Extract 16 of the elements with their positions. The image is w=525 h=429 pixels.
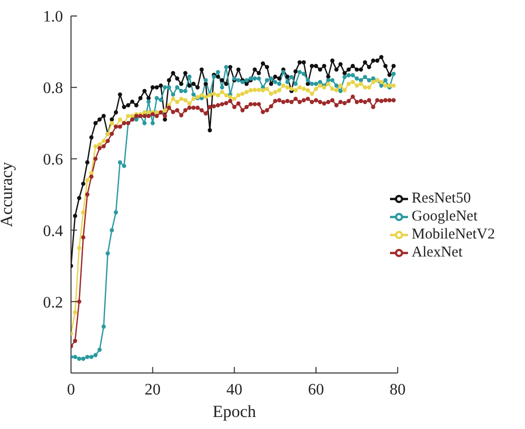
legend-label: GoogleNet bbox=[412, 208, 478, 224]
y-axis-title: Accuracy bbox=[0, 161, 16, 228]
x-tick-label: 60 bbox=[308, 381, 324, 398]
legend-label: AlexNet bbox=[412, 244, 462, 260]
x-axis-title: Epoch bbox=[212, 402, 257, 421]
y-tick-label: 0.8 bbox=[43, 80, 63, 98]
y-tick-label: 0.2 bbox=[43, 294, 63, 312]
y-tick-label: 1.0 bbox=[43, 8, 63, 26]
x-tick-label: 80 bbox=[390, 381, 406, 398]
legend-label: ResNet50 bbox=[412, 190, 471, 206]
x-tick-label: 0 bbox=[67, 381, 75, 398]
y-tick-label: 0.4 bbox=[43, 222, 63, 240]
legend-label: MobileNetV2 bbox=[412, 226, 495, 242]
x-tick-label: 40 bbox=[226, 381, 242, 398]
y-tick-label: 0.6 bbox=[43, 151, 63, 168]
x-tick-label: 20 bbox=[144, 381, 161, 398]
